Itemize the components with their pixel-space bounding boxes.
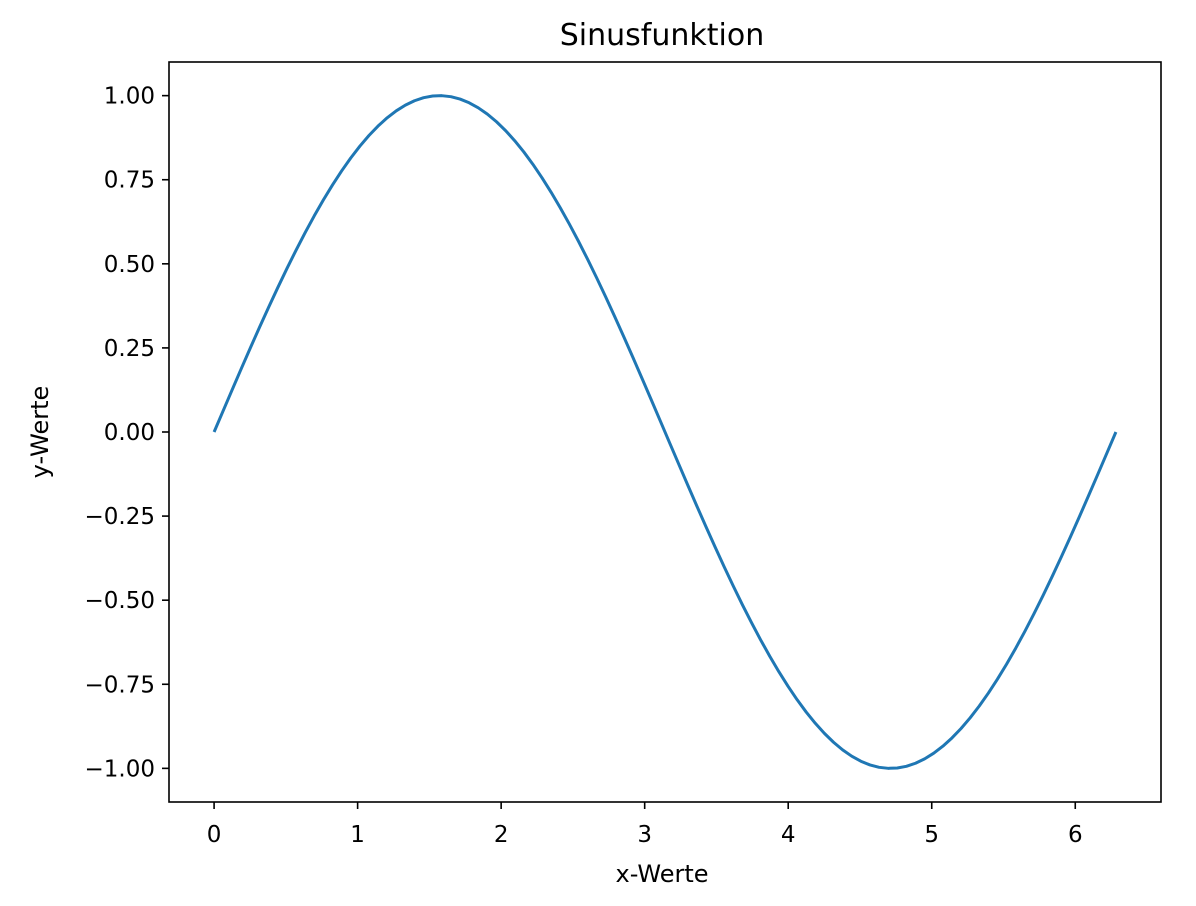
y-tick-label: −0.75 bbox=[85, 672, 155, 698]
x-tick-label: 0 bbox=[207, 822, 222, 848]
y-tick-label: −0.25 bbox=[85, 504, 155, 530]
y-tick-label: 1.00 bbox=[104, 84, 155, 110]
y-tick-label: 0.25 bbox=[104, 336, 155, 362]
x-axis-ticks: 0 1 2 3 4 5 6 bbox=[207, 802, 1083, 848]
plot-frame bbox=[168, 61, 1162, 803]
x-tick-label: 3 bbox=[637, 822, 652, 848]
y-tick-label: 0.00 bbox=[104, 420, 155, 446]
x-tick-label: 2 bbox=[494, 822, 509, 848]
x-axis-label: x-Werte bbox=[615, 860, 708, 888]
y-axis-ticks: 1.00 0.75 0.50 0.25 0.00 −0.25 −0.50 −0.75 −1.00 bbox=[85, 84, 169, 782]
x-tick-label: 1 bbox=[350, 822, 365, 848]
x-tick-label: 4 bbox=[781, 822, 796, 848]
x-tick-label: 5 bbox=[924, 822, 939, 848]
y-tick-label: −1.00 bbox=[85, 756, 155, 782]
y-tick-label: 0.50 bbox=[104, 252, 155, 278]
y-axis-label: y-Werte bbox=[26, 386, 54, 479]
y-tick-label: 0.75 bbox=[104, 168, 155, 194]
x-tick-label: 6 bbox=[1068, 822, 1083, 848]
series-line-sin bbox=[212, 94, 1118, 770]
y-tick-label: −0.50 bbox=[85, 588, 155, 614]
chart-title: Sinusfunktion bbox=[560, 18, 764, 53]
